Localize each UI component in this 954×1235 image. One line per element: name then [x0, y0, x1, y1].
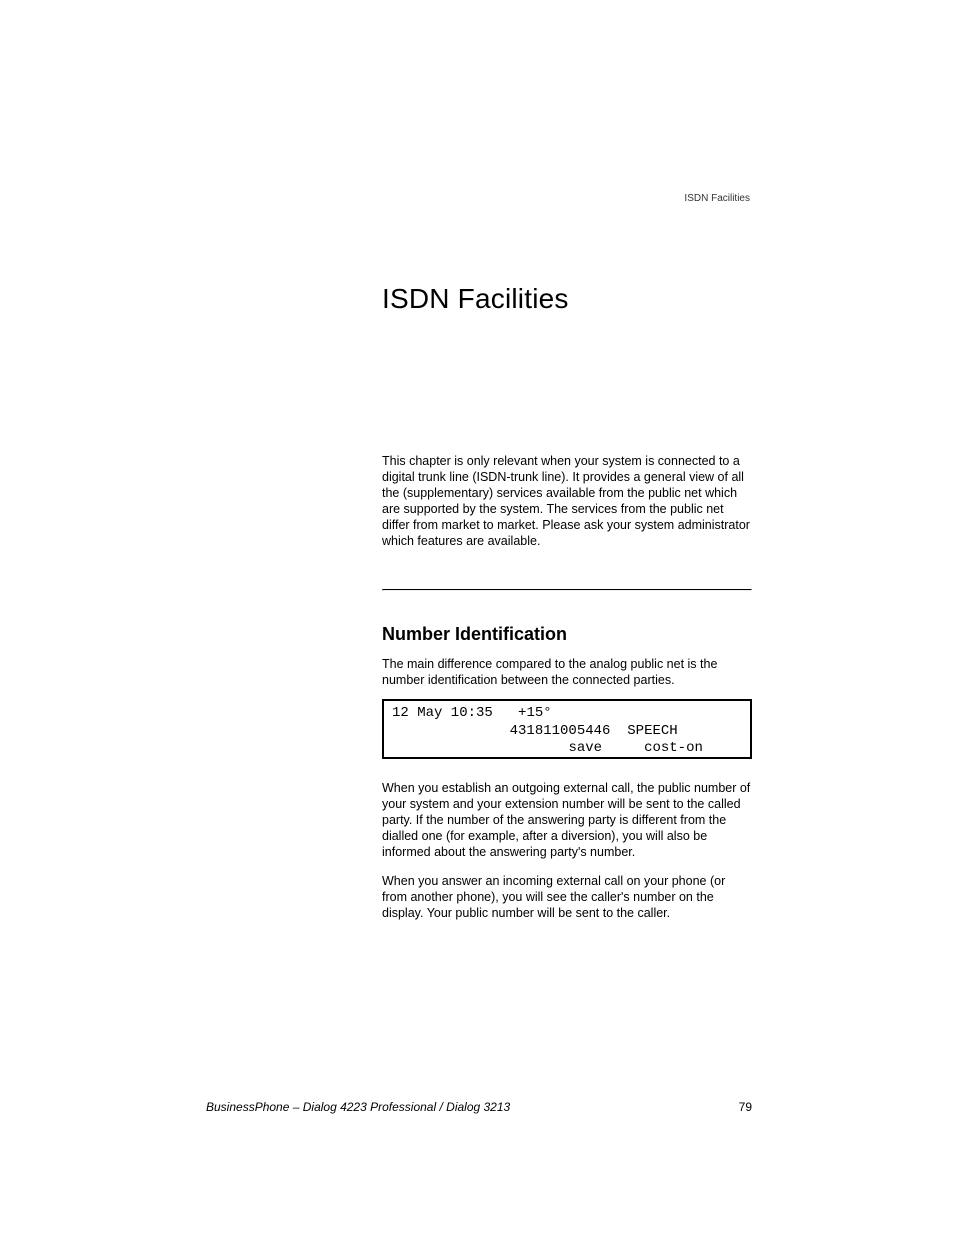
section-divider	[382, 589, 752, 591]
display-line1-datetime: 12 May 10:35	[392, 705, 493, 721]
chapter-intro-paragraph: This chapter is only relevant when your …	[382, 453, 752, 549]
section-heading: Number Identification	[382, 624, 567, 645]
section-intro-paragraph: The main difference compared to the anal…	[382, 656, 752, 688]
footer-product-name: BusinessPhone – Dialog 4223 Professional…	[206, 1100, 510, 1114]
display-line3-coston: cost-on	[644, 740, 703, 756]
section-paragraph-2: When you establish an outgoing external …	[382, 780, 752, 860]
display-line3-save: save	[568, 740, 602, 756]
page-footer: BusinessPhone – Dialog 4223 Professional…	[206, 1100, 752, 1114]
document-page: ISDN Facilities ISDN Facilities This cha…	[0, 0, 954, 1235]
display-line1-temp: +15°	[518, 705, 552, 721]
display-line2-number: 431811005446	[510, 723, 611, 739]
chapter-title: ISDN Facilities	[382, 283, 569, 315]
display-line2-status: SPEECH	[627, 723, 677, 739]
footer-page-number: 79	[739, 1100, 752, 1114]
phone-display-mockup: 12 May 10:35 +15° 431811005446 SPEECH sa…	[382, 699, 752, 759]
running-header: ISDN Facilities	[684, 193, 750, 204]
section-paragraph-3: When you answer an incoming external cal…	[382, 873, 752, 921]
